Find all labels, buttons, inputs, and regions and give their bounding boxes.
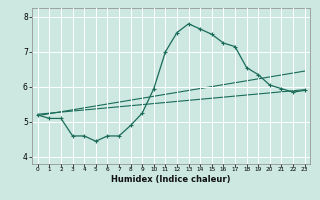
X-axis label: Humidex (Indice chaleur): Humidex (Indice chaleur) [111, 175, 231, 184]
